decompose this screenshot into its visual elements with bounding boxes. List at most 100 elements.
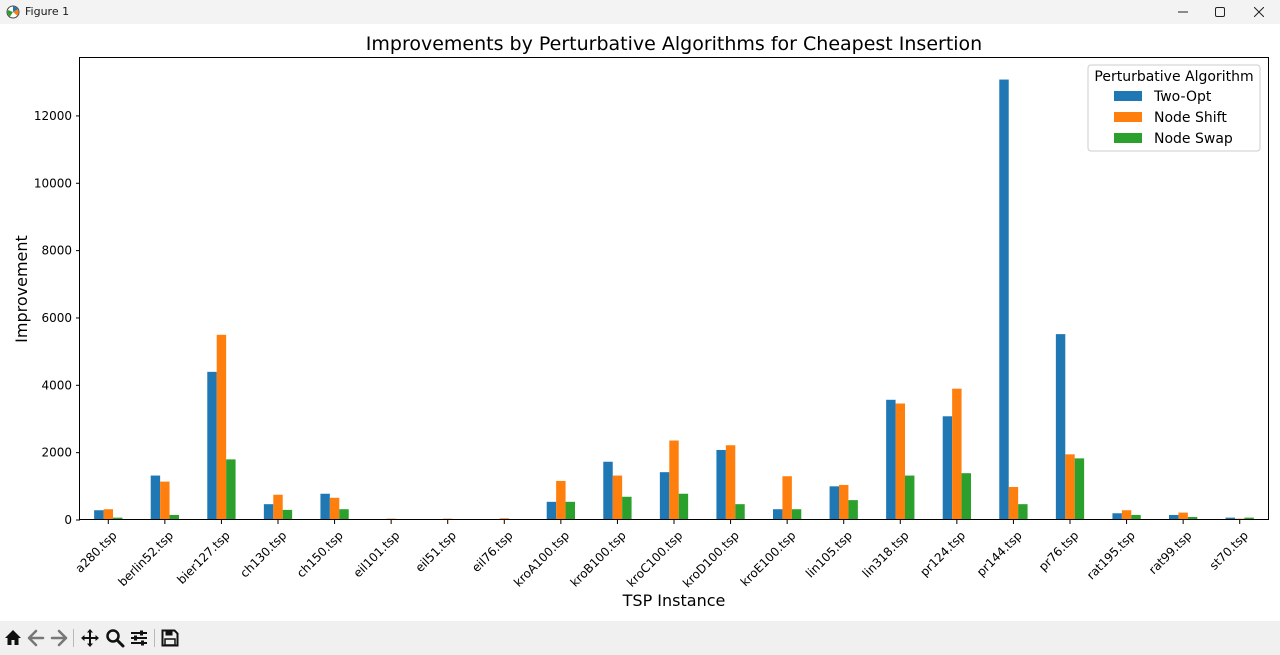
legend-swatch-node-swap (1114, 133, 1142, 143)
x-tick-label: pr124.tsp (917, 528, 968, 579)
home-icon (5, 630, 21, 645)
bar-two-opt-kroD100-tsp (716, 449, 726, 520)
back-icon (27, 629, 45, 647)
zoom-button[interactable] (104, 627, 126, 649)
home-button[interactable] (2, 627, 24, 649)
bar-node-shift-ch130-tsp (273, 494, 283, 520)
pan-icon (81, 629, 99, 647)
configure-subplots-button[interactable] (128, 627, 150, 649)
navigation-toolbar (0, 621, 1280, 655)
x-tick-label: ch150.tsp (294, 528, 346, 580)
bar-node-shift-pr124-tsp (952, 388, 962, 520)
legend-label-two-opt: Two-Opt (1153, 89, 1212, 105)
figure-canvas[interactable]: Improvements by Perturbative Algorithms … (0, 24, 1280, 621)
y-tick-label: 8000 (41, 244, 72, 258)
bar-node-swap-ch150-tsp (339, 509, 349, 520)
x-tick-label: eil51.tsp (413, 528, 459, 574)
x-tick-label: bier127.tsp (174, 528, 232, 586)
bar-node-swap-kroB100-tsp (622, 496, 632, 520)
bars-group (94, 79, 1254, 520)
bar-two-opt-a280-tsp (94, 510, 104, 520)
bar-two-opt-kroA100-tsp (546, 501, 557, 520)
legend-title: Perturbative Algorithm (1094, 69, 1253, 85)
bar-node-shift-ch150-tsp (329, 497, 340, 520)
bar-two-opt-kroB100-tsp (603, 461, 613, 520)
bar-two-opt-berlin52-tsp (150, 475, 161, 520)
legend-swatch-two-opt (1114, 91, 1142, 101)
x-axis-label: TSP Instance (622, 591, 726, 610)
back-button[interactable] (25, 627, 47, 649)
bar-node-swap-a280-tsp (113, 517, 123, 520)
bar-two-opt-rat99-tsp (1169, 514, 1179, 520)
bar-node-shift-kroD100-tsp (725, 445, 736, 520)
bar-node-shift-kroE100-tsp (782, 476, 792, 520)
x-tick-label: kroB100.tsp (568, 528, 629, 589)
forward-button[interactable] (48, 627, 70, 649)
maximize-button[interactable] (1197, 0, 1243, 24)
bar-node-shift-rat195-tsp (1121, 510, 1132, 520)
minimize-icon (1178, 11, 1188, 13)
bar-node-swap-st70-tsp (1244, 517, 1254, 520)
y-tick-label: 6000 (41, 311, 72, 325)
x-tick-label: st70.tsp (1207, 528, 1251, 572)
bar-node-swap-lin105-tsp (848, 500, 858, 520)
bar-two-opt-st70-tsp (1225, 517, 1235, 520)
configure-subplots-icon (131, 630, 147, 646)
y-tick-label: 2000 (41, 446, 72, 460)
close-button[interactable] (1236, 0, 1280, 24)
x-tick-label: kroD100.tsp (680, 528, 742, 590)
bar-node-swap-pr76-tsp (1074, 458, 1085, 520)
bar-node-swap-bier127-tsp (226, 459, 236, 520)
bar-node-swap-ch130-tsp (282, 509, 293, 520)
bar-node-swap-pr144-tsp (1018, 504, 1028, 520)
x-tick-label: eil76.tsp (469, 528, 515, 574)
x-tick-label: kroA100.tsp (511, 528, 572, 589)
y-tick-label: 0 (64, 513, 72, 527)
y-tick-label: 10000 (34, 176, 72, 190)
bar-two-opt-lin318-tsp (886, 399, 896, 520)
bar-two-opt-kroC100-tsp (659, 472, 670, 520)
bar-node-swap-kroE100-tsp (791, 509, 802, 520)
x-tick-label: kroE100.tsp (738, 528, 799, 589)
x-tick-label: a280.tsp (72, 528, 119, 575)
maximize-icon (1215, 7, 1225, 17)
bar-node-shift-lin105-tsp (839, 484, 849, 520)
bar-two-opt-bier127-tsp (207, 371, 217, 520)
legend: Perturbative Algorithm Two-Opt Node Shif… (1087, 64, 1261, 152)
bar-two-opt-kroE100-tsp (773, 509, 783, 520)
toolbar-separator (73, 629, 74, 647)
bar-node-shift-pr144-tsp (1008, 487, 1019, 520)
zoom-icon (106, 629, 125, 648)
bar-node-swap-rat195-tsp (1131, 514, 1141, 520)
y-tick-label: 12000 (34, 109, 72, 123)
matplotlib-logo-icon (6, 4, 20, 19)
y-tick-label: 4000 (41, 378, 72, 392)
bar-node-shift-kroA100-tsp (556, 480, 566, 520)
minimize-button[interactable] (1160, 0, 1206, 24)
bar-node-swap-kroC100-tsp (678, 493, 689, 520)
bar-node-shift-a280-tsp (103, 509, 113, 520)
save-icon (161, 629, 179, 647)
x-tick-label: berlin52.tsp (115, 528, 176, 589)
bar-node-shift-rat99-tsp (1178, 512, 1188, 520)
close-icon (1254, 7, 1264, 17)
save-button[interactable] (159, 627, 181, 649)
x-tick-label: rat195.tsp (1084, 528, 1138, 582)
x-tick-label: pr144.tsp (974, 528, 1025, 579)
bar-node-swap-rat99-tsp (1187, 516, 1198, 520)
plot-frame (79, 57, 1269, 520)
bar-two-opt-pr124-tsp (942, 416, 953, 520)
legend-label-node-shift: Node Shift (1154, 110, 1227, 126)
x-tick-label: pr76.tsp (1036, 528, 1081, 573)
bar-node-swap-pr124-tsp (961, 473, 971, 520)
bar-node-shift-berlin52-tsp (160, 481, 170, 520)
bar-two-opt-pr144-tsp (999, 79, 1009, 520)
bar-node-swap-kroD100-tsp (735, 504, 745, 520)
bar-two-opt-rat195-tsp (1112, 513, 1122, 520)
bar-two-opt-ch150-tsp (320, 493, 330, 520)
bar-two-opt-lin105-tsp (829, 486, 839, 520)
y-axis-label: Improvement (12, 235, 31, 343)
pan-button[interactable] (79, 627, 101, 649)
x-tick-label: eil101.tsp (351, 528, 403, 580)
x-tick-label: lin318.tsp (860, 528, 912, 580)
